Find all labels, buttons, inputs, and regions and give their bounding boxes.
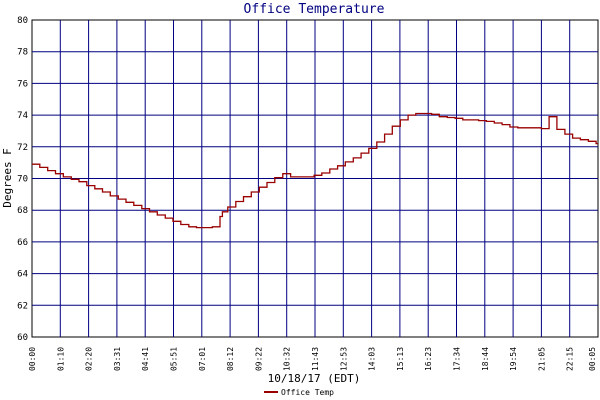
x-tick-label: 10:32 <box>283 347 292 371</box>
y-axis-label: Degrees F <box>1 148 14 208</box>
x-tick-label: 12:53 <box>339 347 348 371</box>
y-tick-label: 62 <box>17 301 28 311</box>
y-tick-label: 68 <box>17 206 28 216</box>
x-tick-label: 09:22 <box>254 347 263 371</box>
x-tick-label: 18:44 <box>481 347 490 371</box>
x-tick-label: 07:01 <box>198 347 207 371</box>
chart-title: Office Temperature <box>244 2 385 17</box>
x-tick-label: 22:15 <box>566 347 575 371</box>
x-tick-label: 19:54 <box>509 347 518 371</box>
legend: Office Temp <box>264 388 334 397</box>
y-tick-label: 60 <box>17 333 28 343</box>
x-tick-label: 05:51 <box>170 347 179 371</box>
x-tick-label: 01:10 <box>56 347 65 371</box>
x-tick-label: 14:03 <box>368 347 377 371</box>
x-tick-label: 11:43 <box>311 347 320 371</box>
y-tick-label: 76 <box>17 79 28 89</box>
y-tick-label: 78 <box>17 48 28 58</box>
x-tick-label: 16:23 <box>424 347 433 371</box>
y-tick-label: 64 <box>17 270 28 280</box>
series-line-office-temp <box>32 112 598 229</box>
x-tick-label: 00:05 <box>588 347 597 371</box>
y-tick-label: 80 <box>17 16 28 26</box>
x-tick-label: 17:34 <box>453 347 462 371</box>
x-tick-label: 03:31 <box>113 347 122 371</box>
y-tick-labels: 60 62 64 66 68 70 72 74 76 78 80 <box>17 16 28 343</box>
y-tick-label: 70 <box>17 175 28 185</box>
x-tick-label: 00:00 <box>28 347 37 371</box>
y-tick-label: 72 <box>17 143 28 153</box>
grid-lines <box>32 20 598 337</box>
x-axis-label: 10/18/17 (EDT) <box>268 372 361 385</box>
x-tick-label: 21:05 <box>537 347 546 371</box>
y-tick-label: 66 <box>17 238 28 248</box>
x-tick-label: 04:41 <box>141 347 150 371</box>
x-tick-label: 02:20 <box>85 347 94 371</box>
x-tick-labels: 00:00 01:10 02:20 03:31 04:41 05:51 07:01 08:12… <box>28 347 597 371</box>
x-tick-label: 15:13 <box>396 347 405 371</box>
y-tick-label: 74 <box>17 111 28 121</box>
legend-label: Office Temp <box>281 388 334 397</box>
x-tick-label: 08:12 <box>226 347 235 371</box>
series-lines <box>32 112 598 229</box>
